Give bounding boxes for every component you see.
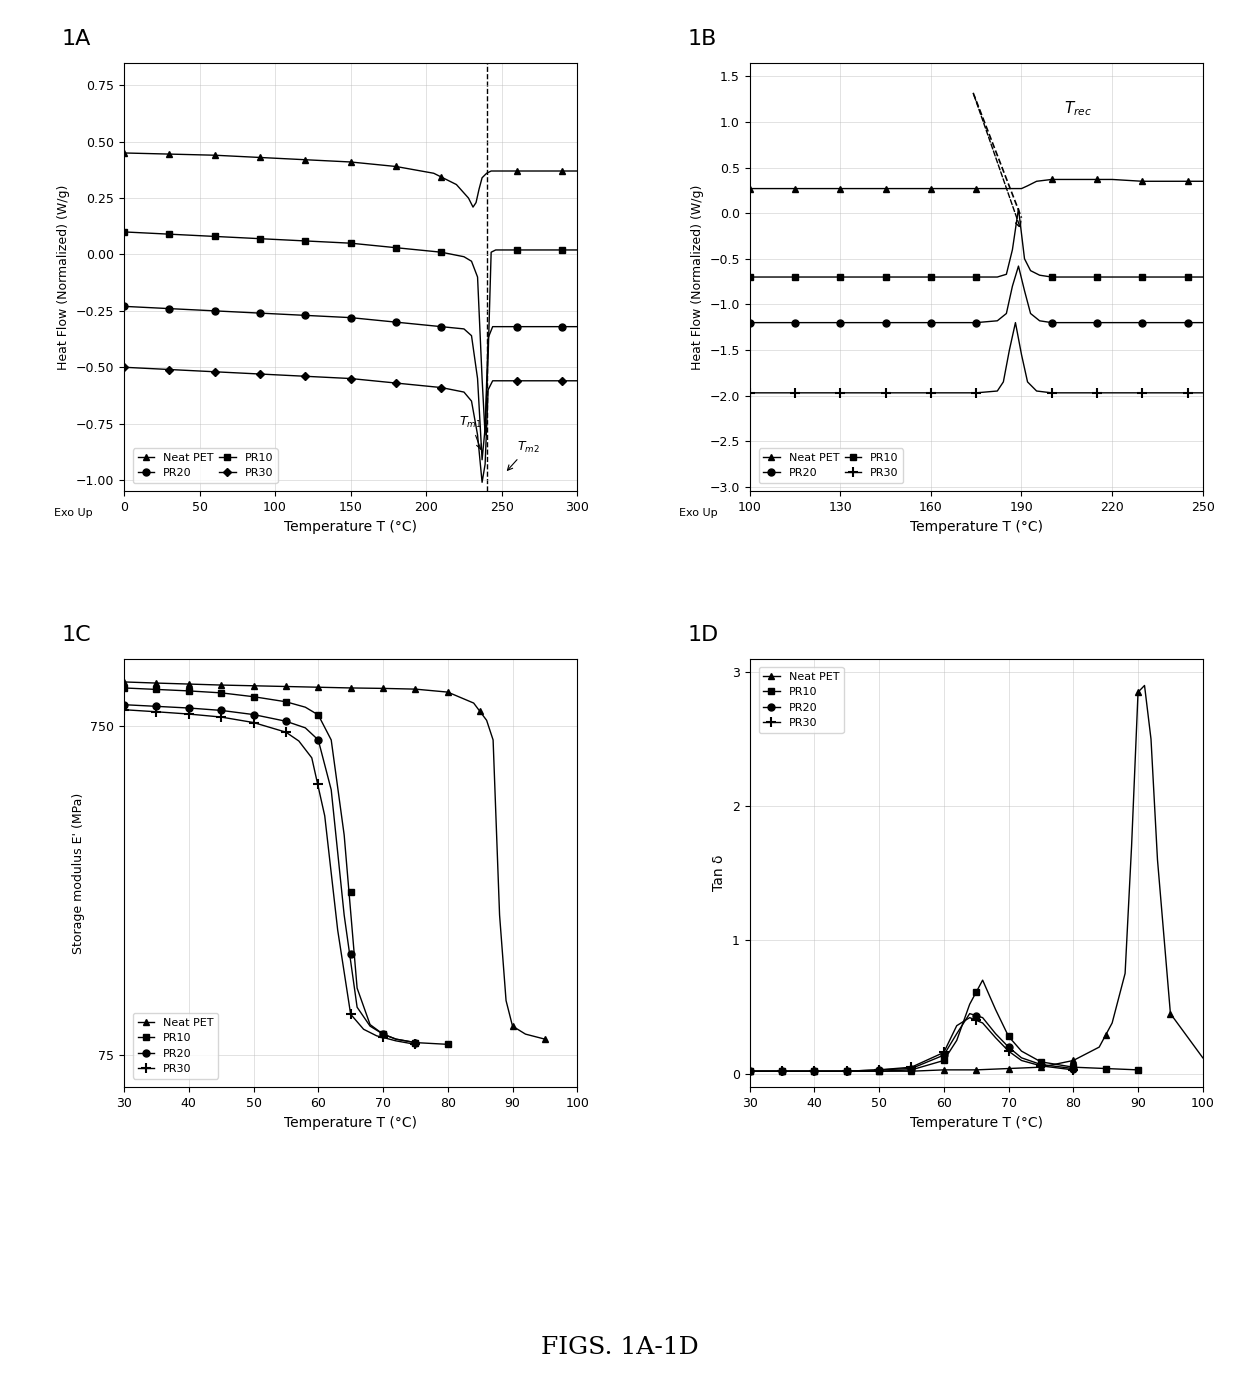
Y-axis label: Heat Flow (Normalized) (W/g): Heat Flow (Normalized) (W/g) (691, 184, 704, 369)
X-axis label: Temperature T (°C): Temperature T (°C) (910, 1115, 1043, 1129)
Text: 1C: 1C (62, 625, 92, 645)
Legend: Neat PET, PR10, PR20, PR30: Neat PET, PR10, PR20, PR30 (759, 668, 843, 733)
X-axis label: Temperature T (°C): Temperature T (°C) (910, 520, 1043, 534)
Y-axis label: Tan δ: Tan δ (712, 855, 727, 891)
Text: $T_{m1}$: $T_{m1}$ (460, 415, 482, 449)
Legend: Neat PET, PR10, PR20, PR30: Neat PET, PR10, PR20, PR30 (133, 1013, 218, 1079)
Text: FIGS. 1A-1D: FIGS. 1A-1D (541, 1337, 699, 1359)
Y-axis label: Heat Flow (Normalized) (W/g): Heat Flow (Normalized) (W/g) (57, 184, 71, 369)
Legend: Neat PET, PR20, PR10, PR30: Neat PET, PR20, PR10, PR30 (133, 449, 278, 482)
X-axis label: Temperature T (°C): Temperature T (°C) (284, 520, 417, 534)
Text: $T_{m2}$: $T_{m2}$ (507, 439, 539, 470)
Y-axis label: Storage modulus E' (MPa): Storage modulus E' (MPa) (72, 792, 84, 953)
Text: 1B: 1B (687, 29, 717, 49)
Text: 1D: 1D (687, 625, 719, 645)
Text: Exo Up: Exo Up (53, 509, 92, 519)
Text: Exo Up: Exo Up (680, 509, 718, 519)
Text: $T_{rec}$: $T_{rec}$ (1064, 99, 1091, 117)
X-axis label: Temperature T (°C): Temperature T (°C) (284, 1115, 417, 1129)
Text: 1A: 1A (62, 29, 92, 49)
Legend: Neat PET, PR20, PR10, PR30: Neat PET, PR20, PR10, PR30 (759, 449, 903, 482)
